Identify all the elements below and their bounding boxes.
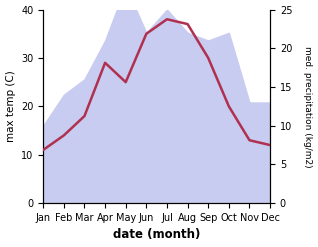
Y-axis label: med. precipitation (kg/m2): med. precipitation (kg/m2)	[303, 45, 313, 167]
Y-axis label: max temp (C): max temp (C)	[5, 70, 16, 142]
X-axis label: date (month): date (month)	[113, 228, 200, 242]
